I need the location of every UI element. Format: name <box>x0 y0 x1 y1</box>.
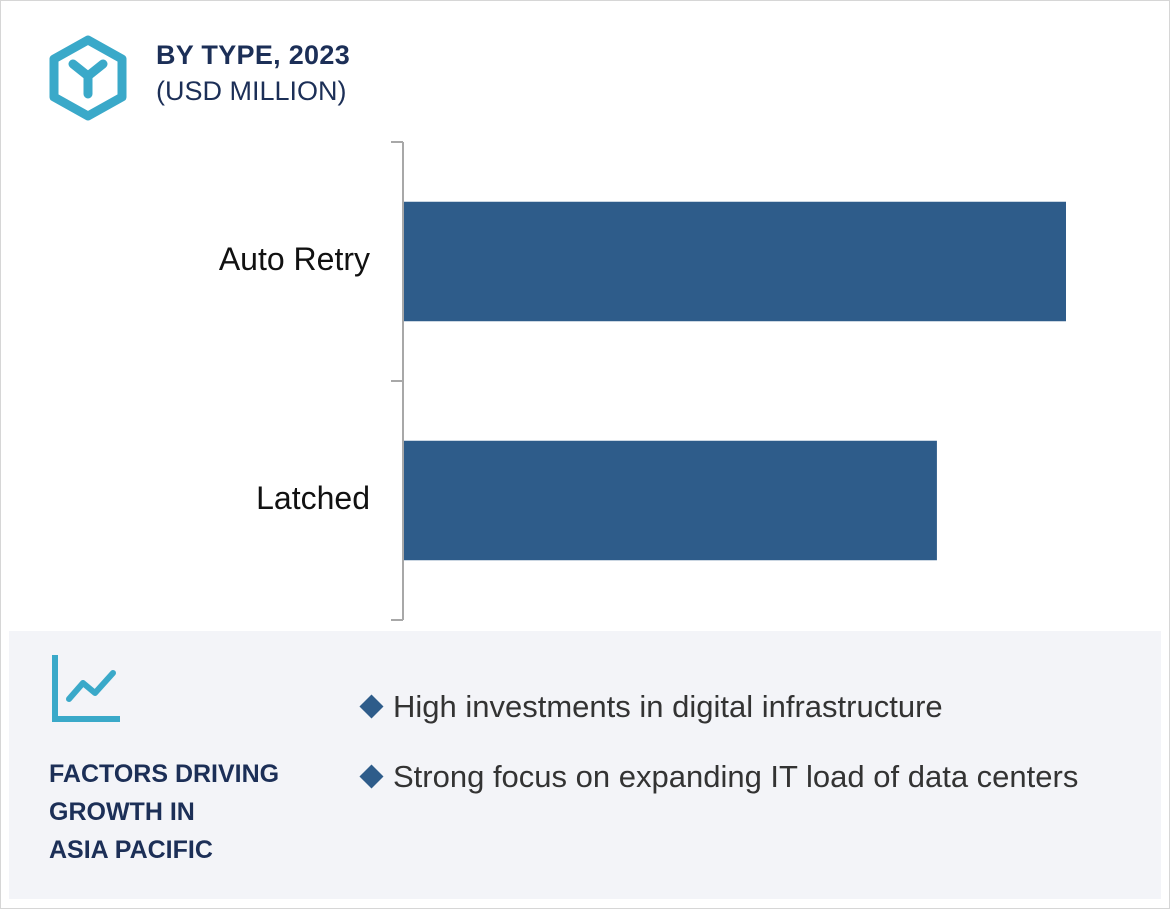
diamond-bullet-icon <box>359 694 384 719</box>
chart-subtitle: (USD MILLION) <box>156 76 347 106</box>
bar-chart: Auto Retry Latched <box>219 141 1066 621</box>
hexagon-y-logo-icon <box>49 35 127 121</box>
bar-latched <box>404 440 937 561</box>
factors-panel: FACTORS DRIVING GROWTH IN ASIA PACIFIC H… <box>9 631 1161 899</box>
factor-text: Strong focus on expanding IT load of dat… <box>393 759 1079 794</box>
factors-list: High investments in digital infrastructu… <box>359 683 1081 823</box>
factors-title-line-3: ASIA PACIFIC <box>49 836 213 864</box>
y-axis <box>391 141 404 621</box>
tick-label-latched: Latched <box>256 480 370 516</box>
bar-auto-retry <box>404 201 1066 322</box>
tick-label-auto-retry: Auto Retry <box>219 241 370 277</box>
factors-title-line-1: FACTORS DRIVING <box>49 760 280 788</box>
factors-title: FACTORS DRIVING GROWTH IN ASIA PACIFIC <box>49 755 329 869</box>
line-chart-icon <box>52 655 120 722</box>
factors-title-line-2: GROWTH IN <box>49 798 195 826</box>
diamond-bullet-icon <box>359 764 384 789</box>
factor-text: High investments in digital infrastructu… <box>393 689 943 724</box>
list-item: High investments in digital infrastructu… <box>359 683 1081 731</box>
category-labels: Auto Retry Latched <box>219 241 370 516</box>
bar-series <box>404 201 1066 561</box>
chart-title: BY TYPE, 2023 <box>156 40 351 70</box>
list-item: Strong focus on expanding IT load of dat… <box>359 753 1081 801</box>
